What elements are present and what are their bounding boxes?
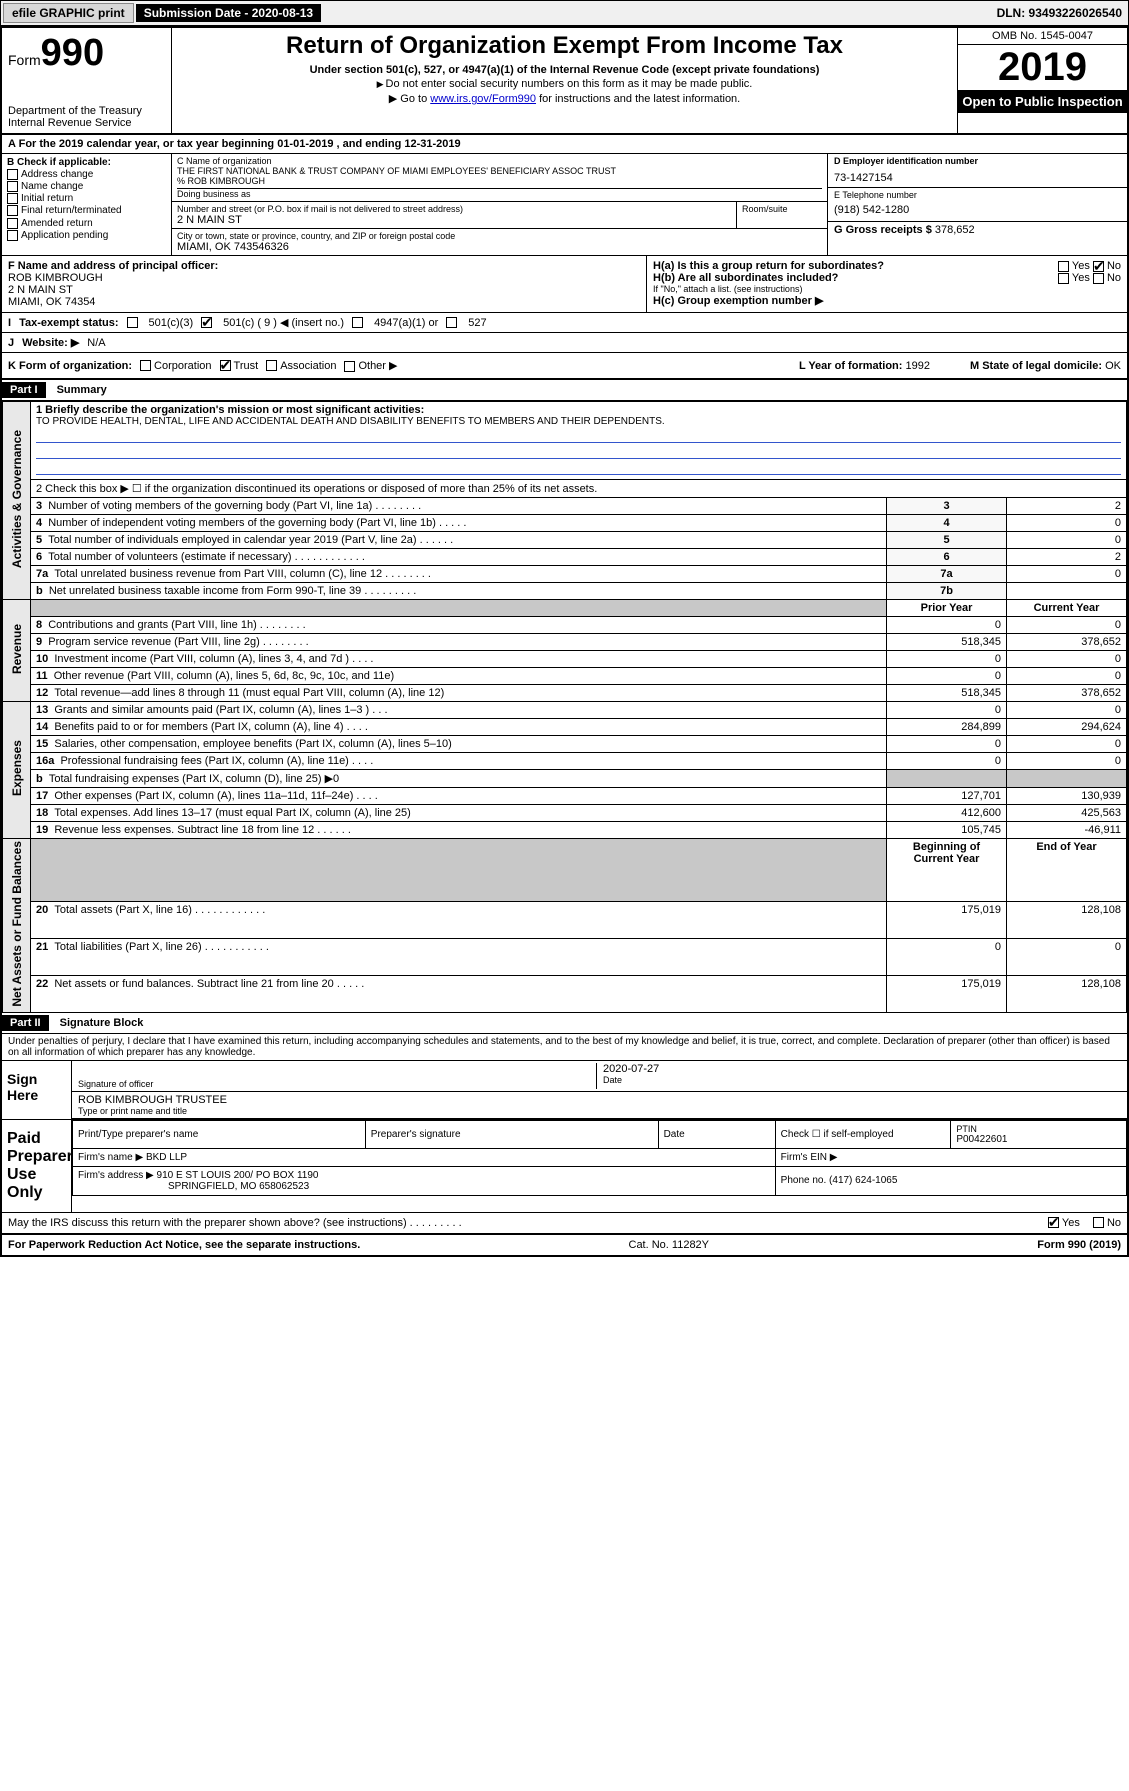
table-row: 7a Total unrelated business revenue from…	[3, 566, 1127, 583]
typed-name: ROB KIMBROUGH TRUSTEE	[78, 1094, 1121, 1106]
part1-header: Part I	[2, 382, 46, 398]
tax-year: 2019	[958, 45, 1127, 90]
table-row: 14 Benefits paid to or for members (Part…	[3, 719, 1127, 736]
table-row: 10 Investment income (Part VIII, column …	[3, 651, 1127, 668]
efile-print-button[interactable]: efile GRAPHIC print	[3, 3, 134, 23]
preparer-table: Print/Type preparer's name Preparer's si…	[72, 1120, 1127, 1196]
ein-block: D Employer identification number 73-1427…	[828, 154, 1127, 188]
discuss-row: May the IRS discuss this return with the…	[2, 1213, 1127, 1235]
summary-table: Activities & Governance 1 Briefly descri…	[2, 401, 1127, 1013]
form-title: Return of Organization Exempt From Incom…	[178, 32, 951, 60]
org-form-row: K Form of organization: Corporation Trus…	[2, 353, 1127, 380]
prep-self-emp: Check ☐ if self-employed	[775, 1120, 951, 1148]
city-state-zip: City or town, state or province, country…	[172, 229, 827, 255]
dln-label: DLN: 93493226026540	[997, 6, 1128, 20]
table-row: 19 Revenue less expenses. Subtract line …	[3, 822, 1127, 839]
ha-no[interactable]	[1093, 261, 1104, 272]
ptin-value: P00422601	[956, 1134, 1121, 1145]
table-row: b Total fundraising expenses (Part IX, c…	[3, 770, 1127, 788]
hb-no[interactable]	[1093, 273, 1104, 284]
te-527[interactable]	[446, 317, 457, 328]
check-amended[interactable]	[7, 218, 18, 229]
year-block: OMB No. 1545-0047 2019 Open to Public In…	[957, 28, 1127, 133]
table-row: 5 Total number of individuals employed i…	[3, 532, 1127, 549]
prep-sig-lbl: Preparer's signature	[365, 1120, 658, 1148]
k-corp[interactable]	[140, 360, 151, 371]
ha-yes[interactable]	[1058, 261, 1069, 272]
tax-period-row: A For the 2019 calendar year, or tax yea…	[2, 135, 467, 153]
table-row: 4 Number of independent voting members o…	[3, 515, 1127, 532]
form-id-block: Form990 Department of the Treasury Inter…	[2, 28, 172, 133]
te-501c3[interactable]	[127, 317, 138, 328]
open-inspection: Open to Public Inspection	[958, 90, 1127, 113]
discuss-no[interactable]	[1093, 1217, 1104, 1228]
sig-date: 2020-07-27	[603, 1063, 1121, 1075]
tax-exempt-row: I Tax-exempt status: 501(c)(3) 501(c) ( …	[2, 313, 1127, 333]
omb-number: OMB No. 1545-0047	[958, 28, 1127, 45]
prep-date-lbl: Date	[658, 1120, 775, 1148]
street-address: Number and street (or P.O. box if mail i…	[172, 202, 737, 228]
page-footer: For Paperwork Reduction Act Notice, see …	[2, 1235, 1127, 1255]
hb-yes[interactable]	[1058, 273, 1069, 284]
k-other[interactable]	[344, 361, 355, 372]
check-initial-return[interactable]	[7, 193, 18, 204]
table-row: 22 Net assets or fund balances. Subtract…	[3, 975, 1127, 1012]
table-row: 18 Total expenses. Add lines 13–17 (must…	[3, 805, 1127, 822]
discuss-yes[interactable]	[1048, 1217, 1059, 1228]
top-toolbar: efile GRAPHIC print Submission Date - 20…	[0, 0, 1129, 26]
table-row: 8 Contributions and grants (Part VIII, l…	[3, 617, 1127, 634]
instructions-link[interactable]: www.irs.gov/Form990	[430, 93, 536, 105]
principal-officer: F Name and address of principal officer:…	[2, 256, 647, 312]
room-suite: Room/suite	[737, 202, 827, 228]
check-address-change[interactable]	[7, 169, 18, 180]
website-row: J Website: ▶ N/A	[2, 333, 1127, 353]
irs-label: Internal Revenue Service	[8, 117, 165, 129]
check-final-return[interactable]	[7, 205, 18, 216]
box-b-check: B Check if applicable: Address change Na…	[2, 154, 172, 255]
group-return-block: H(a) Is this a group return for subordin…	[647, 256, 1127, 312]
firm-ein: Firm's EIN ▶	[775, 1148, 1126, 1166]
part2-header: Part II	[2, 1015, 49, 1031]
check-name-change[interactable]	[7, 181, 18, 192]
te-501c[interactable]	[201, 317, 212, 328]
sign-here-label: Sign Here	[2, 1061, 72, 1119]
table-row: 11 Other revenue (Part VIII, column (A),…	[3, 668, 1127, 685]
table-row: b Net unrelated business taxable income …	[3, 583, 1127, 600]
k-trust[interactable]	[220, 360, 231, 371]
firm-name: BKD LLP	[146, 1152, 187, 1163]
sig-officer-label: Signature of officer	[78, 1079, 596, 1089]
table-row: 12 Total revenue—add lines 8 through 11 …	[3, 685, 1127, 702]
org-name-block: C Name of organization THE FIRST NATIONA…	[172, 154, 827, 202]
form-title-block: Return of Organization Exempt From Incom…	[172, 28, 957, 133]
table-row: 15 Salaries, other compensation, employe…	[3, 736, 1127, 753]
table-row: 9 Program service revenue (Part VIII, li…	[3, 634, 1127, 651]
prep-name-lbl: Print/Type preparer's name	[73, 1120, 366, 1148]
gross-receipts: G Gross receipts $ 378,652	[828, 222, 1127, 255]
table-row: 6 Total number of volunteers (estimate i…	[3, 549, 1127, 566]
table-row: 16a Professional fundraising fees (Part …	[3, 753, 1127, 770]
paid-preparer-label: Paid Preparer Use Only	[2, 1120, 72, 1212]
table-row: 3 Number of voting members of the govern…	[3, 498, 1127, 515]
table-row: 21 Total liabilities (Part X, line 26) .…	[3, 938, 1127, 975]
phone-block: E Telephone number (918) 542-1280	[828, 188, 1127, 222]
firm-phone: (417) 624-1065	[829, 1175, 897, 1186]
submission-date-label: Submission Date - 2020-08-13	[136, 4, 321, 22]
dept-treasury: Department of the Treasury	[8, 105, 165, 117]
instructions-link-row: ▶ Go to www.irs.gov/Form990 for instruct…	[178, 92, 951, 105]
part2-title: Signature Block	[52, 1017, 144, 1029]
table-row: 20 Total assets (Part X, line 16) . . . …	[3, 901, 1127, 938]
ssn-warning: Do not enter social security numbers on …	[178, 78, 951, 90]
k-assoc[interactable]	[266, 360, 277, 371]
te-4947[interactable]	[352, 317, 363, 328]
form-subtitle: Under section 501(c), 527, or 4947(a)(1)…	[178, 64, 951, 76]
part1-title: Summary	[49, 384, 107, 396]
perjury-text: Under penalties of perjury, I declare th…	[2, 1034, 1127, 1061]
firm-addr: 910 E ST LOUIS 200/ PO BOX 1190	[157, 1170, 319, 1181]
check-app-pending[interactable]	[7, 230, 18, 241]
table-row: 17 Other expenses (Part IX, column (A), …	[3, 788, 1127, 805]
table-row: Expenses13 Grants and similar amounts pa…	[3, 702, 1127, 719]
